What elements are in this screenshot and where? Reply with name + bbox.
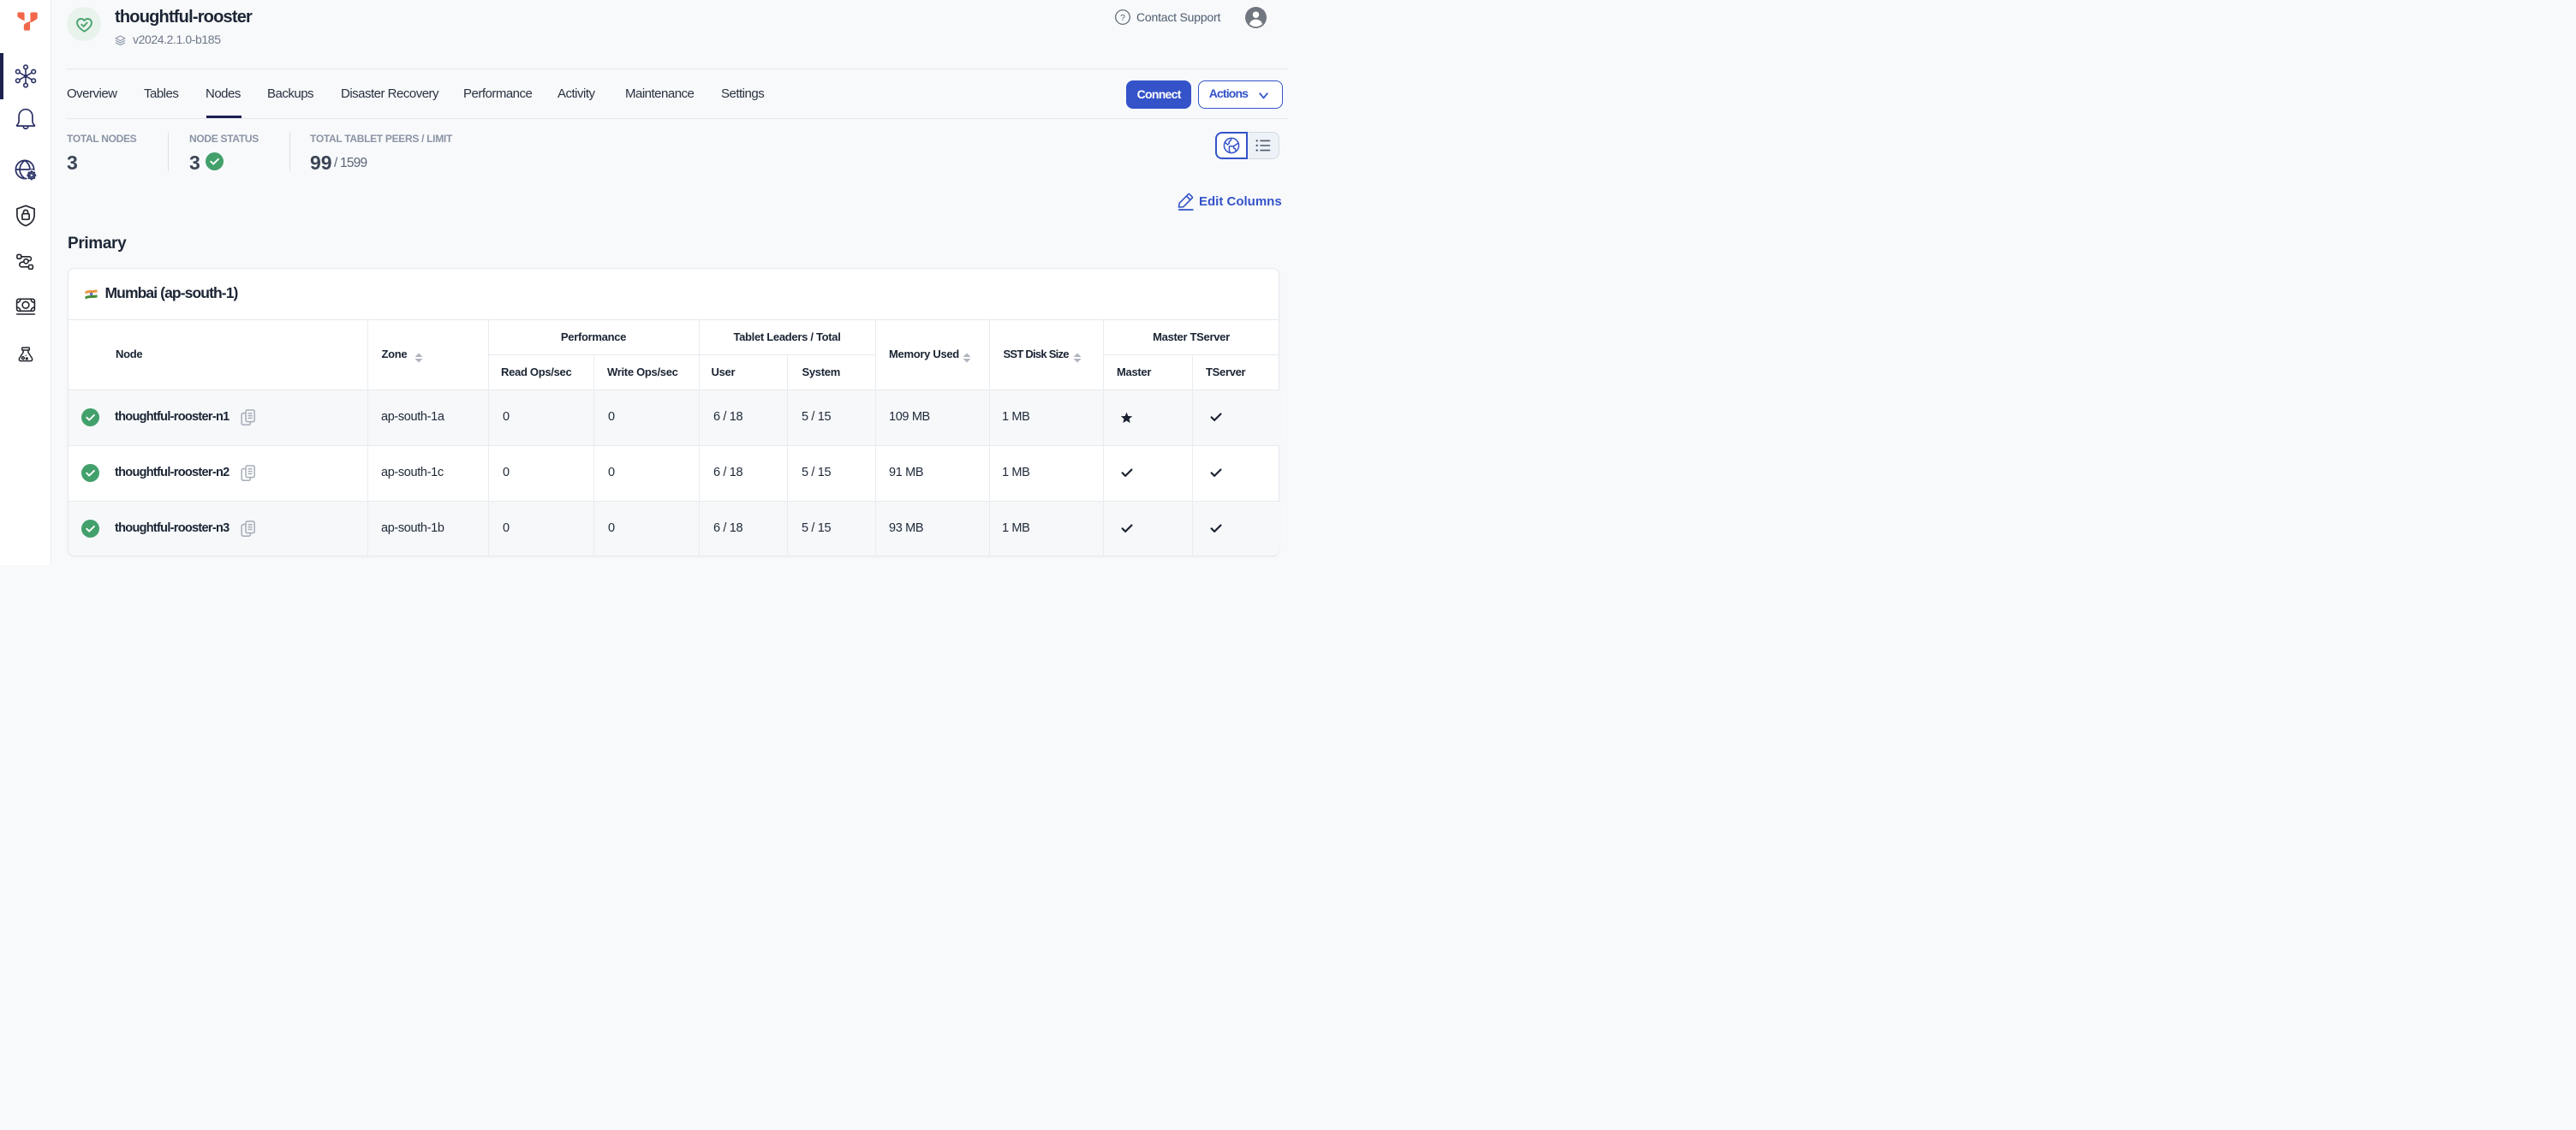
svg-text:?: ? xyxy=(1120,13,1125,23)
